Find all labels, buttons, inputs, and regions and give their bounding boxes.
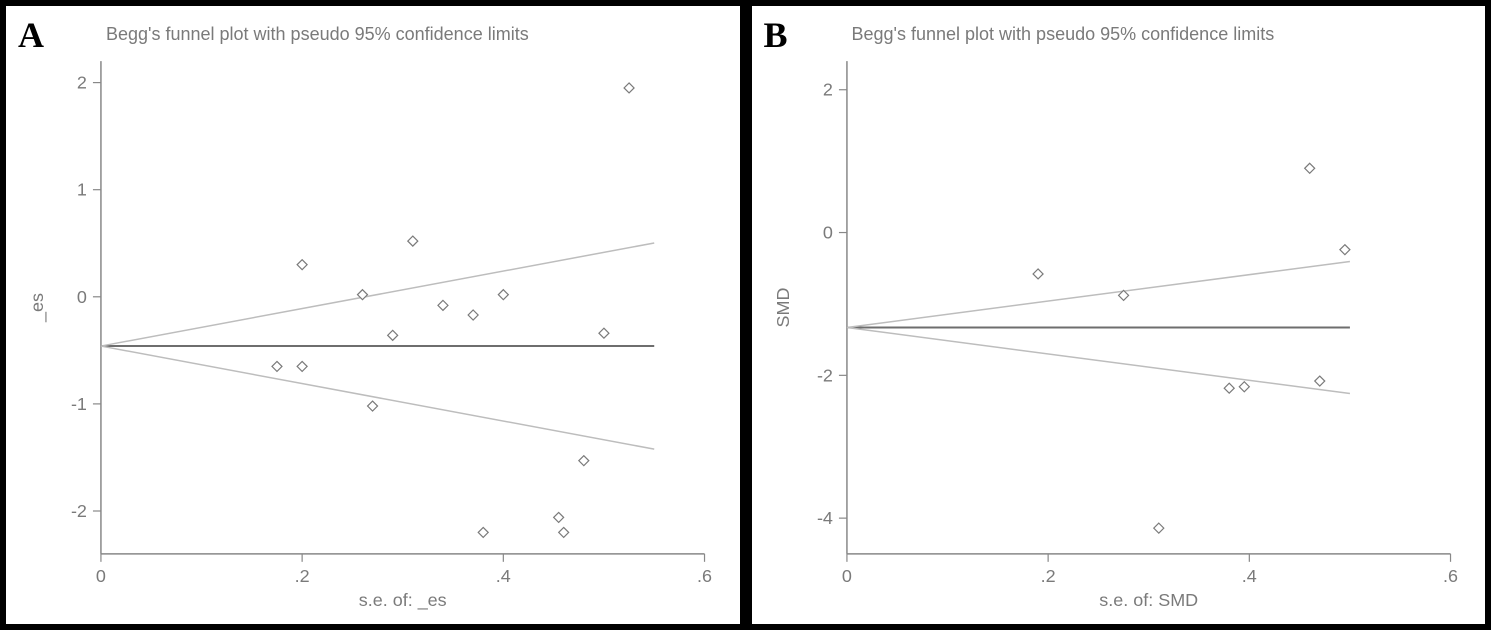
panel-b-plot: 0 .2 .4 .6 -4 -2 0 2 s.e. of: SMD SMD: [752, 6, 1486, 624]
svg-text:.4: .4: [496, 566, 511, 586]
svg-text:0: 0: [96, 566, 106, 586]
svg-text:s.e. of: _es: s.e. of: _es: [359, 590, 447, 611]
svg-text:.2: .2: [295, 566, 310, 586]
svg-text:0: 0: [822, 223, 832, 243]
panel-b: B Begg's funnel plot with pseudo 95% con…: [746, 0, 1491, 630]
svg-text:0: 0: [77, 287, 87, 307]
svg-text:2: 2: [77, 73, 87, 93]
svg-text:SMD: SMD: [772, 288, 792, 328]
svg-text:0: 0: [841, 566, 851, 586]
svg-text:.6: .6: [1443, 566, 1458, 586]
figure-container: A Begg's funnel plot with pseudo 95% con…: [0, 0, 1491, 630]
svg-text:-4: -4: [816, 508, 832, 528]
svg-text:-2: -2: [816, 365, 832, 385]
svg-text:.6: .6: [697, 566, 712, 586]
svg-text:.2: .2: [1040, 566, 1055, 586]
panel-a: A Begg's funnel plot with pseudo 95% con…: [0, 0, 746, 630]
svg-text:2: 2: [822, 80, 832, 100]
svg-text:1: 1: [77, 180, 87, 200]
svg-text:-1: -1: [71, 394, 87, 414]
svg-text:-2: -2: [71, 501, 87, 521]
svg-text:_es: _es: [27, 293, 48, 323]
panel-a-plot: 0 .2 .4 .6 -2 -1 0 1 2 s.e. of: _es _es: [6, 6, 740, 624]
svg-text:s.e. of: SMD: s.e. of: SMD: [1099, 590, 1198, 610]
svg-text:.4: .4: [1241, 566, 1256, 586]
